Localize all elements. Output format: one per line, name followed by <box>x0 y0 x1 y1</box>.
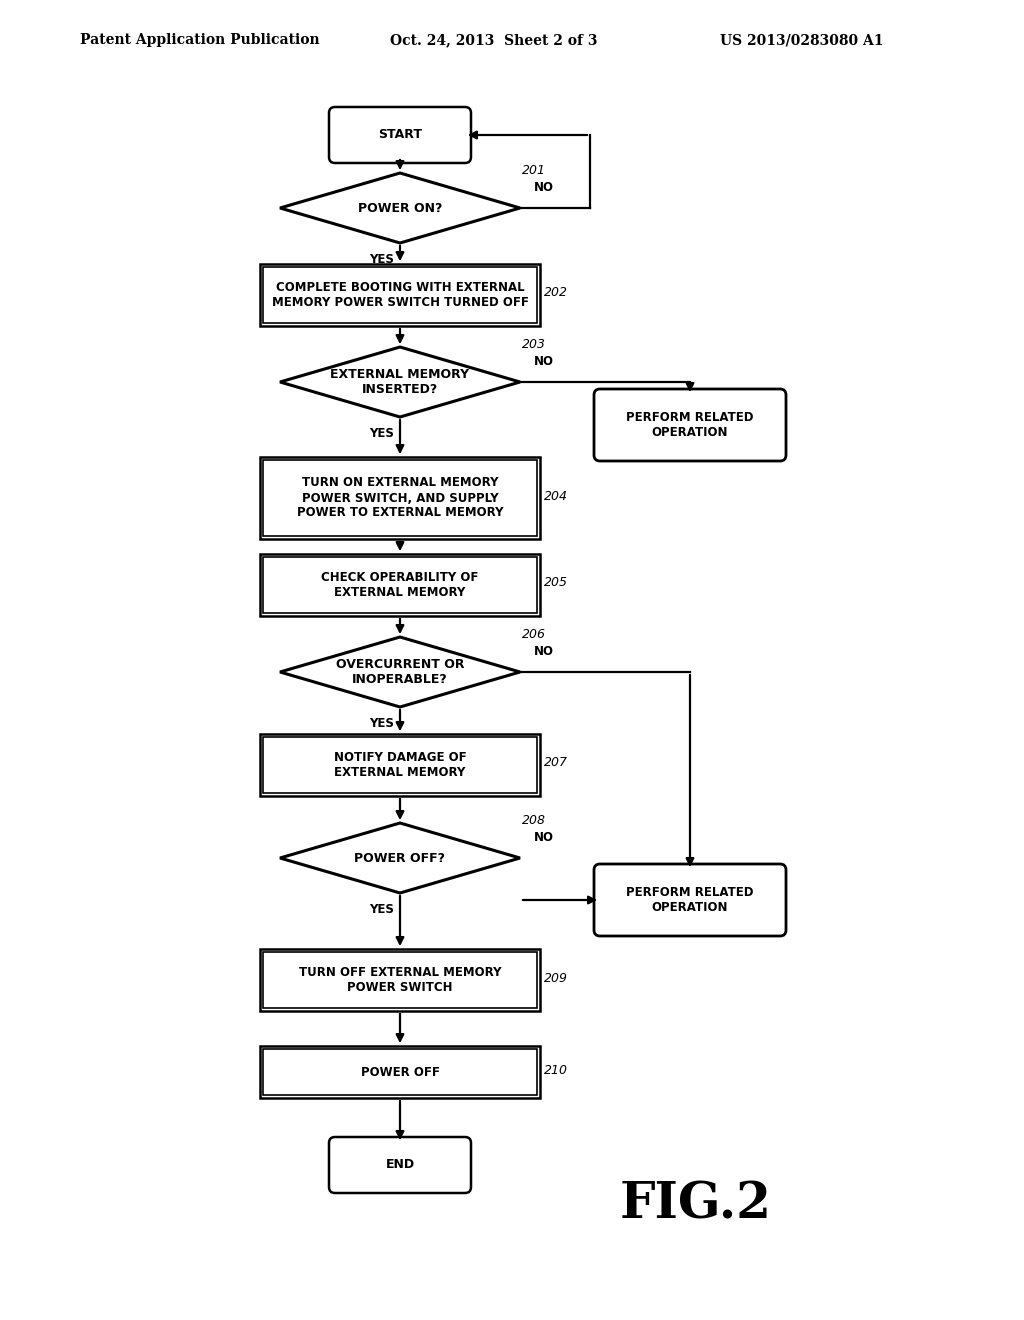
Text: POWER OFF: POWER OFF <box>360 1065 439 1078</box>
Text: NO: NO <box>534 355 554 368</box>
Text: 208: 208 <box>522 814 546 828</box>
Text: CHECK OPERABILITY OF
EXTERNAL MEMORY: CHECK OPERABILITY OF EXTERNAL MEMORY <box>322 572 478 599</box>
Text: 205: 205 <box>544 577 568 590</box>
Bar <box>260 734 540 796</box>
Bar <box>263 1049 537 1096</box>
Polygon shape <box>280 347 520 417</box>
Bar <box>263 557 537 612</box>
Text: YES: YES <box>370 903 394 916</box>
Text: FIG.2: FIG.2 <box>620 1180 772 1229</box>
Polygon shape <box>280 822 520 894</box>
Text: POWER OFF?: POWER OFF? <box>354 851 445 865</box>
Bar <box>263 267 537 323</box>
Bar <box>260 457 540 539</box>
Text: YES: YES <box>370 717 394 730</box>
FancyBboxPatch shape <box>329 107 471 162</box>
Text: 201: 201 <box>522 165 546 177</box>
Text: 210: 210 <box>544 1064 568 1077</box>
Text: OVERCURRENT OR
INOPERABLE?: OVERCURRENT OR INOPERABLE? <box>336 657 464 686</box>
Text: NO: NO <box>534 832 554 843</box>
Polygon shape <box>280 173 520 243</box>
Text: NO: NO <box>534 181 554 194</box>
Text: END: END <box>385 1159 415 1172</box>
Text: NOTIFY DAMAGE OF
EXTERNAL MEMORY: NOTIFY DAMAGE OF EXTERNAL MEMORY <box>334 751 466 779</box>
Text: TURN ON EXTERNAL MEMORY
POWER SWITCH, AND SUPPLY
POWER TO EXTERNAL MEMORY: TURN ON EXTERNAL MEMORY POWER SWITCH, AN… <box>297 477 503 520</box>
Text: Oct. 24, 2013  Sheet 2 of 3: Oct. 24, 2013 Sheet 2 of 3 <box>390 33 597 48</box>
Text: 207: 207 <box>544 756 568 770</box>
Text: TURN OFF EXTERNAL MEMORY
POWER SWITCH: TURN OFF EXTERNAL MEMORY POWER SWITCH <box>299 966 502 994</box>
Bar <box>263 459 537 536</box>
Bar <box>260 554 540 616</box>
Bar <box>260 264 540 326</box>
Text: PERFORM RELATED
OPERATION: PERFORM RELATED OPERATION <box>627 411 754 440</box>
Text: POWER ON?: POWER ON? <box>357 202 442 214</box>
FancyBboxPatch shape <box>594 389 786 461</box>
Text: YES: YES <box>370 426 394 440</box>
FancyBboxPatch shape <box>594 865 786 936</box>
FancyBboxPatch shape <box>329 1137 471 1193</box>
Text: 203: 203 <box>522 338 546 351</box>
Text: COMPLETE BOOTING WITH EXTERNAL
MEMORY POWER SWITCH TURNED OFF: COMPLETE BOOTING WITH EXTERNAL MEMORY PO… <box>271 281 528 309</box>
Text: PERFORM RELATED
OPERATION: PERFORM RELATED OPERATION <box>627 886 754 913</box>
Bar <box>260 949 540 1011</box>
Text: 204: 204 <box>544 490 568 503</box>
Bar <box>263 952 537 1008</box>
Text: Patent Application Publication: Patent Application Publication <box>80 33 319 48</box>
Text: NO: NO <box>534 645 554 657</box>
Text: 209: 209 <box>544 972 568 985</box>
Text: 206: 206 <box>522 628 546 642</box>
Text: 202: 202 <box>544 286 568 300</box>
Text: EXTERNAL MEMORY
INSERTED?: EXTERNAL MEMORY INSERTED? <box>331 368 470 396</box>
Text: US 2013/0283080 A1: US 2013/0283080 A1 <box>720 33 884 48</box>
Bar <box>260 1045 540 1098</box>
Polygon shape <box>280 638 520 708</box>
Text: START: START <box>378 128 422 141</box>
Text: YES: YES <box>370 253 394 267</box>
Bar <box>263 737 537 793</box>
